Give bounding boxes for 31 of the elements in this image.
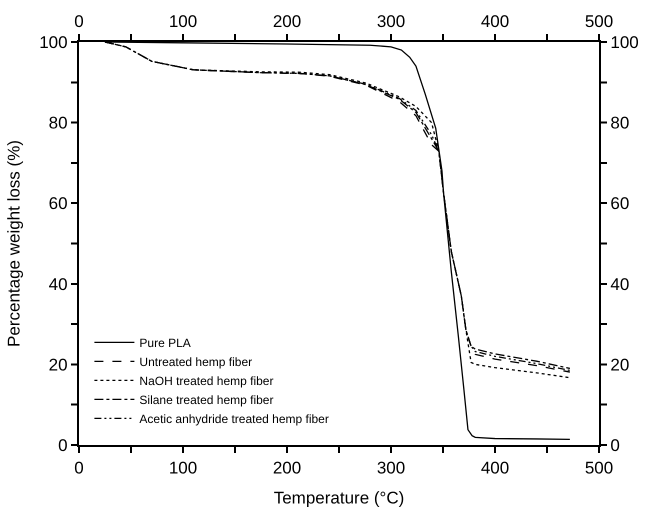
x-tick-label: 300 [376,12,406,32]
x-tick-label: 400 [480,12,510,32]
y2-tick-label: 0 [610,436,620,455]
y-tick-label: 60 [48,194,68,214]
y-axis-title: Percentage weight loss (%) [4,140,24,347]
y2-tick-label: 80 [610,114,630,133]
x2-tick-label: 100 [168,458,198,478]
x-tick-label: 100 [168,12,198,32]
y2-tick-label: 40 [610,274,630,294]
legend-label: Silane treated hemp fiber [139,393,274,408]
x-tick-label: 200 [272,12,302,32]
x2-tick-label: 300 [376,458,406,478]
x-axis-title: Temperature (°C) [274,488,404,508]
y-tick-label: 100 [39,32,68,52]
legend-label: NaOH treated hemp fiber [139,374,274,388]
x-tick-label: 500 [584,12,614,32]
legend-label: Pure PLA [139,336,191,350]
y2-tick-label: 20 [610,355,630,374]
legend-label: Untreated hemp fiber [139,355,252,370]
x2-tick-label: 0 [74,458,84,478]
x-tick-label: 0 [74,12,84,32]
y-tick-label: 20 [48,355,68,374]
x2-tick-label: 200 [272,458,302,478]
x2-tick-label: 400 [480,458,510,478]
y2-tick-label: 60 [610,194,630,214]
y-tick-label: 40 [48,274,68,294]
x2-tick-label: 500 [584,458,614,478]
y2-tick-label: 100 [610,32,639,52]
legend-label: Acetic anhydride treated hemp fiber [139,412,329,426]
y-tick-label: 80 [48,114,68,133]
y-tick-label: 0 [58,436,68,455]
